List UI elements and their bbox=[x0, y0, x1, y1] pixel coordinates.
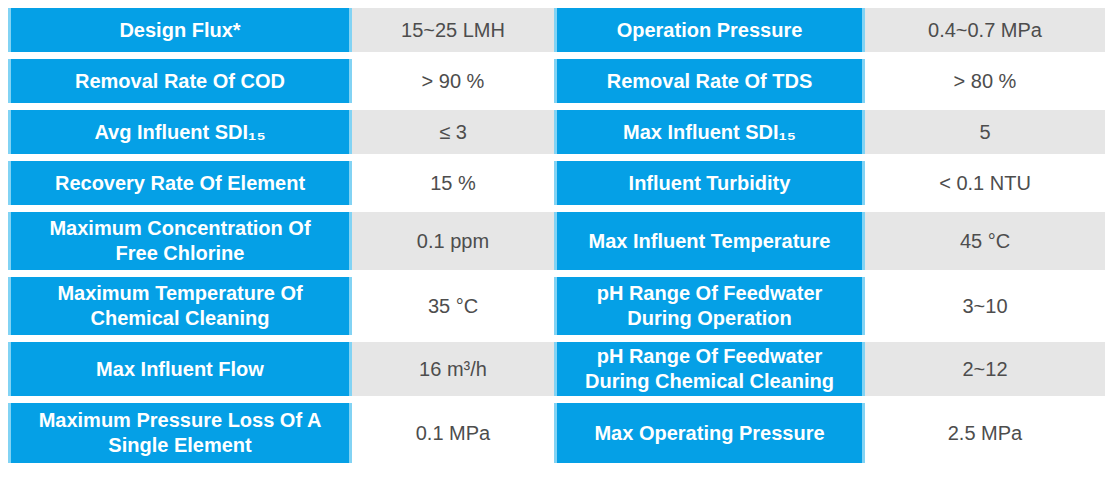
spec-value-cell: 2~12 bbox=[865, 342, 1105, 396]
spec-label-line: Avg Influent SDI₁₅ bbox=[15, 120, 345, 145]
spec-value-cell: 15~25 LMH bbox=[352, 8, 554, 52]
spec-row: Maximum Concentration OfFree Chlorine 0.… bbox=[8, 212, 1105, 270]
spec-value-cell: < 0.1 NTU bbox=[865, 161, 1105, 205]
spec-value-cell: > 80 % bbox=[865, 59, 1105, 103]
spec-value-cell: > 90 % bbox=[352, 59, 554, 103]
spec-label-cell: Removal Rate Of TDS bbox=[554, 59, 865, 103]
spec-label-line: Single Element bbox=[15, 433, 345, 458]
spec-label-cell: Maximum Pressure Loss Of ASingle Element bbox=[8, 403, 352, 463]
spec-label-line: Influent Turbidity bbox=[561, 171, 858, 196]
spec-value-cell: 0.1 ppm bbox=[352, 212, 554, 270]
spec-label-line: Max Influent Flow bbox=[15, 357, 345, 382]
spec-label-cell: pH Range Of FeedwaterDuring Chemical Cle… bbox=[554, 342, 865, 396]
spec-label-line: Chemical Cleaning bbox=[15, 306, 345, 331]
spec-value-cell: 0.1 MPa bbox=[352, 403, 554, 463]
spec-value-cell: 3~10 bbox=[865, 277, 1105, 335]
spec-label-line: Maximum Pressure Loss Of A bbox=[15, 408, 345, 433]
spec-row: Maximum Temperature OfChemical Cleaning … bbox=[8, 277, 1105, 335]
spec-label-cell: Max Influent Temperature bbox=[554, 212, 865, 270]
spec-row: Removal Rate Of COD > 90 % Removal Rate … bbox=[8, 59, 1105, 103]
spec-label-line: Free Chlorine bbox=[15, 241, 345, 266]
spec-label-cell: Removal Rate Of COD bbox=[8, 59, 352, 103]
spec-value-cell: 5 bbox=[865, 110, 1105, 154]
spec-label-line: During Operation bbox=[561, 306, 858, 331]
spec-label-line: pH Range Of Feedwater bbox=[561, 344, 858, 369]
spec-label-line: Removal Rate Of TDS bbox=[561, 69, 858, 94]
spec-value-cell: 0.4~0.7 MPa bbox=[865, 8, 1105, 52]
spec-value-cell: ≤ 3 bbox=[352, 110, 554, 154]
spec-label-line: Recovery Rate Of Element bbox=[15, 171, 345, 196]
spec-label-line: Max Operating Pressure bbox=[561, 421, 858, 446]
spec-label-line: Maximum Temperature Of bbox=[15, 281, 345, 306]
spec-row: Avg Influent SDI₁₅ ≤ 3 Max Influent SDI₁… bbox=[8, 110, 1105, 154]
spec-label-cell: Max Influent SDI₁₅ bbox=[554, 110, 865, 154]
spec-label-cell: Recovery Rate Of Element bbox=[8, 161, 352, 205]
spec-value-cell: 15 % bbox=[352, 161, 554, 205]
spec-label-line: Max Influent SDI₁₅ bbox=[561, 120, 858, 145]
spec-row: Design Flux* 15~25 LMH Operation Pressur… bbox=[8, 8, 1105, 52]
spec-label-cell: Maximum Concentration OfFree Chlorine bbox=[8, 212, 352, 270]
spec-label-cell: pH Range Of FeedwaterDuring Operation bbox=[554, 277, 865, 335]
spec-label-cell: Max Operating Pressure bbox=[554, 403, 865, 463]
spec-row: Recovery Rate Of Element 15 % Influent T… bbox=[8, 161, 1105, 205]
spec-label-line: During Chemical Cleaning bbox=[561, 369, 858, 394]
spec-label-line: Maximum Concentration Of bbox=[15, 216, 345, 241]
spec-label-cell: Influent Turbidity bbox=[554, 161, 865, 205]
spec-label-line: Operation Pressure bbox=[561, 18, 858, 43]
spec-value-cell: 35 °C bbox=[352, 277, 554, 335]
spec-row: Maximum Pressure Loss Of ASingle Element… bbox=[8, 403, 1105, 463]
spec-label-line: Removal Rate Of COD bbox=[15, 69, 345, 94]
spec-value-cell: 2.5 MPa bbox=[865, 403, 1105, 463]
spec-label-cell: Avg Influent SDI₁₅ bbox=[8, 110, 352, 154]
spec-label-cell: Max Influent Flow bbox=[8, 342, 352, 396]
spec-label-line: Max Influent Temperature bbox=[561, 229, 858, 254]
spec-label-line: pH Range Of Feedwater bbox=[561, 281, 858, 306]
spec-label-cell: Operation Pressure bbox=[554, 8, 865, 52]
spec-label-cell: Design Flux* bbox=[8, 8, 352, 52]
spec-row: Max Influent Flow 16 m³/h pH Range Of Fe… bbox=[8, 342, 1105, 396]
spec-table: Design Flux* 15~25 LMH Operation Pressur… bbox=[8, 1, 1105, 470]
spec-label-line: Design Flux* bbox=[15, 18, 345, 43]
spec-value-cell: 45 °C bbox=[865, 212, 1105, 270]
spec-value-cell: 16 m³/h bbox=[352, 342, 554, 396]
spec-label-cell: Maximum Temperature OfChemical Cleaning bbox=[8, 277, 352, 335]
